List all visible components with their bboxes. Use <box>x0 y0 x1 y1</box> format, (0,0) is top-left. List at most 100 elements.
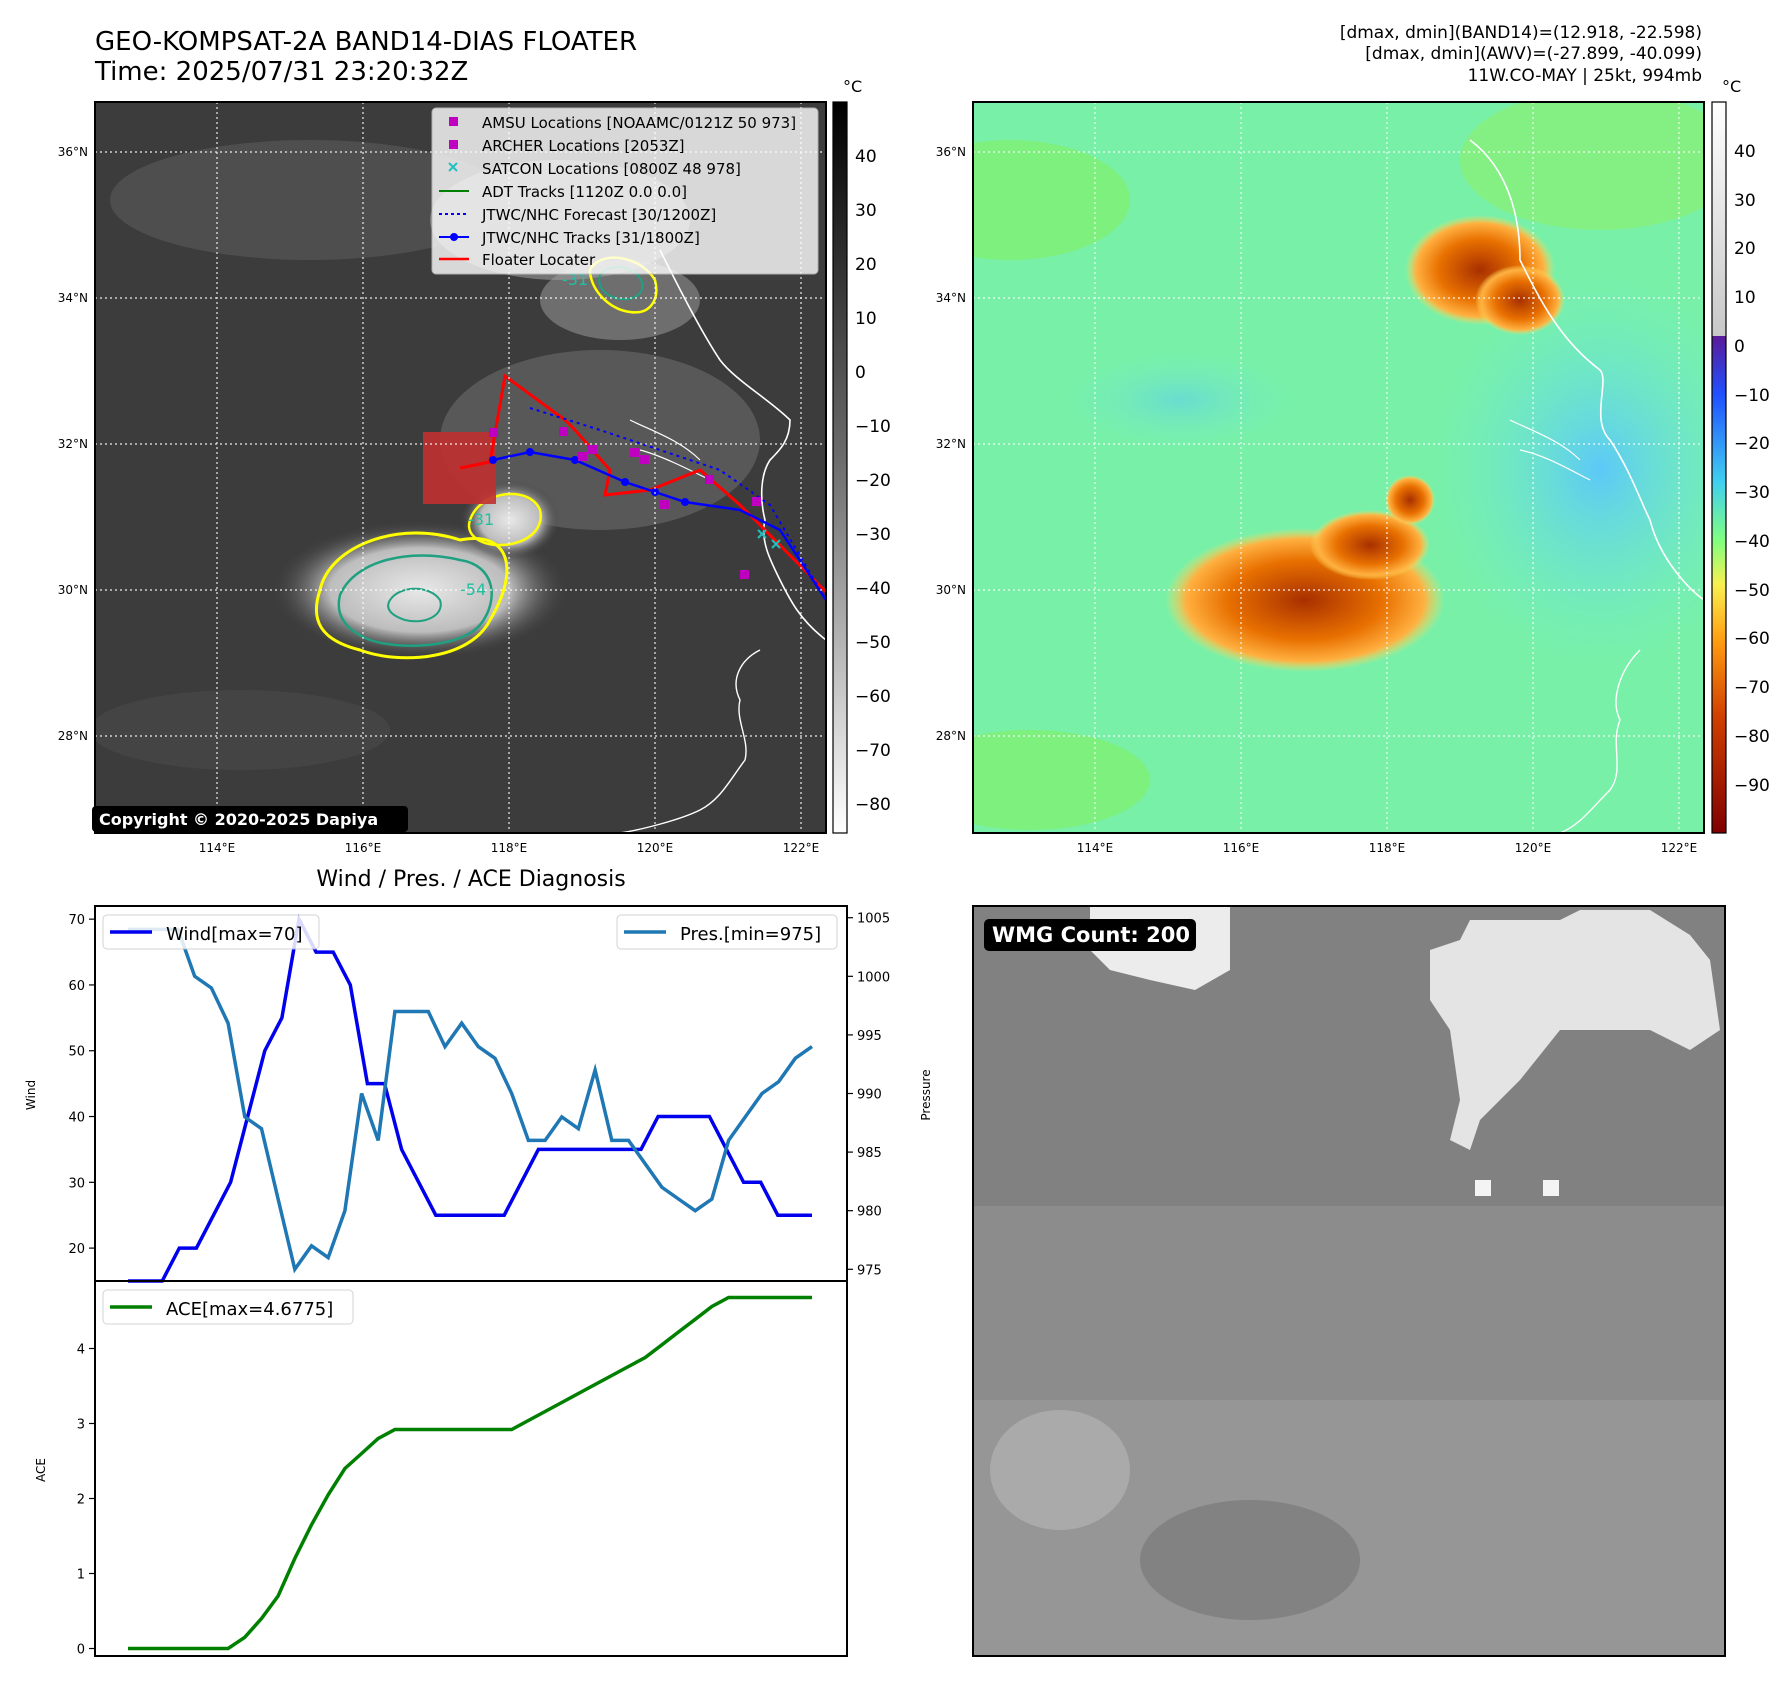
diagnosis-title: Wind / Pres. / ACE Diagnosis <box>316 867 625 892</box>
wind-y-ticks: 20 30 40 50 60 70 <box>68 913 95 1257</box>
floater-locater-track <box>459 373 826 594</box>
ir-map-panel: -31 -31 -54 AMSU Locations [NOAAMC/0121Z… <box>58 77 891 855</box>
awv-gridlines <box>973 102 1704 833</box>
ir-lat-labels: 36°N 34°N 32°N 30°N 28°N <box>58 145 88 743</box>
tick-label: 60 <box>68 979 85 994</box>
awv-map-frame <box>972 101 1705 834</box>
lon-label: 118°E <box>491 841 528 855</box>
colorbar-tick: 20 <box>855 255 877 275</box>
ace-series-line <box>128 1295 812 1651</box>
wmg-count-label: WMG Count: 200 <box>992 923 1190 947</box>
colorbar-unit: °C <box>843 77 862 96</box>
storm-info: 11W.CO-MAY | 25kt, 994mb <box>1468 66 1702 86</box>
tick-label: 1005 <box>857 912 890 927</box>
contour-label: -54 <box>460 580 486 599</box>
tick-label: 980 <box>857 1205 882 1220</box>
ace-legend-label: ACE[max=4.6775] <box>166 1299 333 1320</box>
contour-labels: -31 -31 -54 <box>460 270 588 599</box>
awv-colorbar-ticks: 40 30 20 10 0 −10 −20 −30 −40 −50 −60 −7… <box>1734 142 1770 796</box>
ir-map-frame <box>94 101 827 834</box>
lat-label: 32°N <box>936 437 966 451</box>
jtwc-track-points <box>489 448 689 506</box>
colorbar-tick: −20 <box>855 471 891 491</box>
tick-label: 3 <box>77 1418 85 1433</box>
tick-label: 40 <box>68 1111 85 1126</box>
colorbar-tick: 30 <box>1734 191 1756 211</box>
lon-label: 116°E <box>345 841 382 855</box>
colorbar-tick: −20 <box>1734 434 1770 454</box>
coastline <box>659 249 826 641</box>
lon-label: 114°E <box>1077 841 1114 855</box>
colorbar-tick: 30 <box>855 201 877 221</box>
satcon-markers <box>757 529 781 549</box>
colorbar-tick: −70 <box>855 741 891 761</box>
lon-label: 122°E <box>783 841 820 855</box>
legend-floater: Floater Locater <box>482 251 596 269</box>
awv-field <box>973 102 1704 833</box>
tick-label: 1000 <box>857 970 890 985</box>
tick-label: 4 <box>77 1343 85 1358</box>
ace-axis-label: ACE <box>34 1458 48 1482</box>
ace-axes <box>94 1280 848 1657</box>
lat-label: 34°N <box>58 291 88 305</box>
jtwc-forecast-track <box>529 407 826 601</box>
archer-legend-marker <box>449 140 458 149</box>
ir-lon-labels: 114°E 116°E 118°E 120°E 122°E <box>199 841 820 855</box>
lat-label: 30°N <box>58 583 88 597</box>
ir-colorbar-ticks: 40 30 20 10 0 −10 −20 −30 −40 −50 −60 −7… <box>855 147 891 815</box>
colorbar-tick: 40 <box>1734 142 1756 162</box>
colorbar-tick: 0 <box>1734 337 1745 357</box>
copyright-text: Copyright © 2020-2025 Dapiya <box>99 810 378 829</box>
colorbar-tick: 10 <box>855 309 877 329</box>
tick-label: 975 <box>857 1263 882 1278</box>
pressure-legend: Pres.[min=975] <box>616 914 838 950</box>
lat-label: 28°N <box>936 729 966 743</box>
colorbar-tick: −30 <box>1734 483 1770 503</box>
lat-label: 28°N <box>58 729 88 743</box>
awv-lat-labels: 36°N 34°N 32°N 30°N 28°N <box>936 145 966 743</box>
colorbar-tick: −50 <box>855 633 891 653</box>
contour-label: -31 <box>562 270 588 289</box>
colorbar-tick: −60 <box>1734 629 1770 649</box>
colorbar-tick: −80 <box>855 795 891 815</box>
colorbar-tick: −30 <box>855 525 891 545</box>
colorbar-tick: −10 <box>1734 386 1770 406</box>
tick-label: 995 <box>857 1029 882 1044</box>
wmg-bright-cloud-ne <box>1430 910 1720 1150</box>
ir-colorbar: °C 40 30 20 10 0 −10 −20 −30 −40 −50 −60… <box>832 77 891 834</box>
pressure-series-line <box>128 927 814 1274</box>
ace-y-ticks: 0 1 2 3 4 <box>77 1343 95 1658</box>
colorbar-tick: 10 <box>1734 288 1756 308</box>
stats-band14: [dmax, dmin](BAND14)=(12.918, -22.598) <box>1340 23 1702 43</box>
lon-label: 118°E <box>1369 841 1406 855</box>
tick-label: 990 <box>857 1088 882 1103</box>
copyright-badge: Copyright © 2020-2025 Dapiya <box>92 806 408 832</box>
lat-label: 36°N <box>936 145 966 159</box>
pressure-legend-label: Pres.[min=975] <box>680 924 821 945</box>
tick-label: 70 <box>68 913 85 928</box>
pressure-y-ticks: 975 980 985 990 995 1000 1005 <box>847 912 890 1278</box>
awv-map-panel: 36°N 34°N 32°N 30°N 28°N 114°E 116°E 118… <box>936 77 1770 855</box>
lat-label: 30°N <box>936 583 966 597</box>
ace-legend: ACE[max=4.6775] <box>102 1289 354 1325</box>
tick-label: 985 <box>857 1146 882 1161</box>
diagnosis-charts: Wind / Pres. / ACE Diagnosis Wind Pressu… <box>24 867 933 1658</box>
wind-legend: Wind[max=70] <box>102 914 320 950</box>
tick-label: 2 <box>77 1493 85 1508</box>
lat-label: 34°N <box>936 291 966 305</box>
amsu-legend-marker <box>449 117 458 126</box>
colorbar-tick: −80 <box>1734 727 1770 747</box>
lon-label: 116°E <box>1223 841 1260 855</box>
wind-series-line <box>128 913 812 1283</box>
colorbar-tick: 40 <box>855 147 877 167</box>
satcon-legend-marker <box>448 162 458 172</box>
stats-awv: [dmax, dmin](AWV)=(-27.899, -40.099) <box>1365 44 1702 64</box>
contour-yellow-south <box>314 531 509 660</box>
lat-label: 36°N <box>58 145 88 159</box>
wmg-panel: WMG Count: 200 <box>972 905 1726 1657</box>
awv-lon-labels: 114°E 116°E 118°E 120°E 122°E <box>1077 841 1698 855</box>
colorbar-tick: 20 <box>1734 239 1756 259</box>
colorbar-tick: −90 <box>1734 776 1770 796</box>
lon-label: 122°E <box>1661 841 1698 855</box>
